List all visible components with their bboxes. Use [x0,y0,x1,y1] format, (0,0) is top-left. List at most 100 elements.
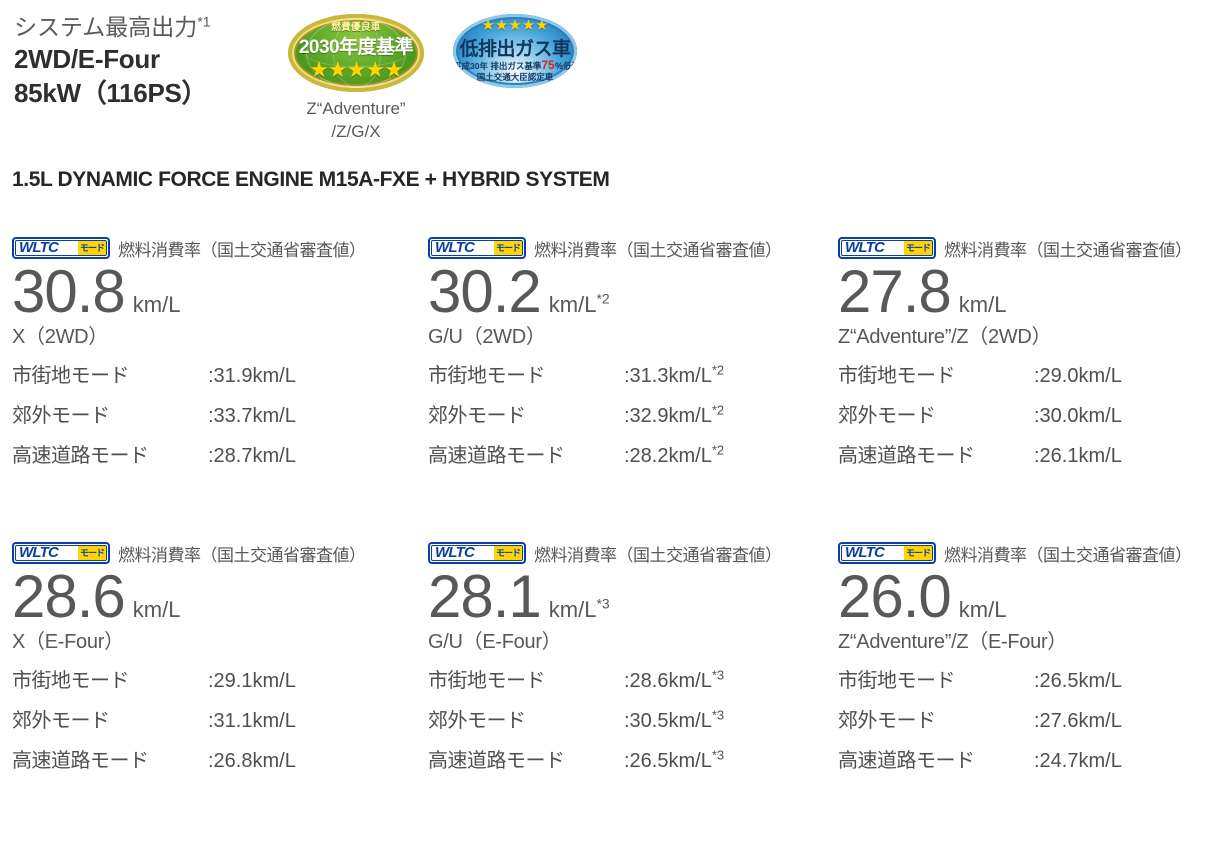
mode-row: 市街地モード :29.1km/L [12,661,412,701]
mode-value-text: :29.1km/L [208,670,296,692]
fuel-economy-value: 30.2 [428,258,542,325]
mode-value-suburban: :27.6km/L [1034,701,1122,741]
mode-row: 郊外モード :32.9km/L*2 [428,396,828,436]
mode-value-suburban: :31.1km/L [208,701,296,741]
card-header: WLTC モード 燃料消費率（国土交通省審査値） [838,236,1216,260]
wltc-mode-logo-icon: WLTC モード [12,542,110,564]
mode-row: 市街地モード :31.9km/L [12,356,412,396]
fuel-consumption-note: 燃料消費率（国土交通省審査値） [944,240,1192,260]
fuel-consumption-note: 燃料消費率（国土交通省審査値） [534,240,782,260]
wltc-mode-text: モード [903,546,932,560]
mode-value-text: :26.1km/L [1034,445,1122,467]
mode-value-text: :28.6km/L [624,670,712,692]
fuel-economy-unit: km/L [133,293,181,317]
mode-value-footnote-mark: *2 [711,402,725,418]
system-power-footnote-mark: *1 [197,13,211,30]
fuel-card: WLTC モード 燃料消費率（国土交通省審査値） 30.2 km/L*2 G/U… [428,236,828,476]
mode-row: 郊外モード :30.0km/L [838,396,1216,436]
wltc-mode-text: モード [903,241,932,255]
fuel-economy-unit: km/L [133,598,181,622]
wltc-brand-text: WLTC [435,240,475,256]
card-header: WLTC モード 燃料消費率（国土交通省審査値） [838,541,1216,565]
mode-label-suburban: 郊外モード [12,710,110,732]
mode-label-urban: 市街地モード [428,670,546,692]
mode-label-urban: 市街地モード [428,365,546,387]
wltc-mode-text: モード [493,241,522,255]
mode-row: 高速道路モード :26.8km/L [12,741,412,781]
low-emission-vehicle-badge: ★★★★★ 低排出ガス車 平成30年 排出ガス基準75％低減 国土交通大臣認定車 [453,14,577,88]
grade-label: Z“Adventure”/Z（E-Four） [838,631,1068,653]
fuel-consumption-note: 燃料消費率（国土交通省審査値） [118,240,366,260]
mode-label-highway: 高速道路モード [12,445,149,467]
mode-row: 郊外モード :30.5km/L*3 [428,701,828,741]
fuel-consumption-note: 燃料消費率（国土交通省審査値） [944,545,1192,565]
mode-list: 市街地モード :29.0km/L 郊外モード :30.0km/L 高速道路モード… [838,356,1216,476]
mode-row: 郊外モード :33.7km/L [12,396,412,436]
unit-footnote-mark: *3 [596,595,610,612]
mode-value-highway: :24.7km/L [1034,741,1122,781]
mode-label-suburban: 郊外モード [838,405,936,427]
mode-row: 郊外モード :27.6km/L [838,701,1216,741]
fuel-economy-value: 27.8 [838,258,952,325]
mode-label-suburban: 郊外モード [12,405,110,427]
mode-value-footnote-mark: *3 [711,667,725,683]
card-header: WLTC モード 燃料消費率（国土交通省審査値） [428,236,828,260]
mode-value-highway: :26.5km/L*3 [624,741,724,781]
eco-badge-caption: Z“Adventure” /Z/G/X [306,97,405,143]
mode-row: 市街地モード :31.3km/L*2 [428,356,828,396]
mode-list: 市街地モード :31.3km/L*2 郊外モード :32.9km/L*2 高速道… [428,356,828,476]
fuel-economy-unit: km/L [959,293,1007,317]
mode-value-suburban: :33.7km/L [208,396,296,436]
mode-value-text: :31.9km/L [208,365,296,387]
mode-value-text: :27.6km/L [1034,710,1122,732]
fuel-card: WLTC モード 燃料消費率（国土交通省審査値） 27.8 km/L Z“Adv… [838,236,1216,476]
unit-footnote-mark: *2 [596,290,610,307]
fuel-economy-value: 28.6 [12,563,126,630]
card-header: WLTC モード 燃料消費率（国土交通省審査値） [12,541,412,565]
drivetrain-line: 2WD/E-Four [14,44,160,74]
unit-text: km/L [132,292,181,317]
fuel-economy-value: 30.8 [12,258,126,325]
fuel-economy-unit: km/L [959,598,1007,622]
mode-label-highway: 高速道路モード [428,750,565,772]
mode-label-highway: 高速道路モード [838,445,975,467]
mode-label-urban: 市街地モード [12,670,130,692]
wltc-mode-text: モード [493,546,522,560]
fuel-efficiency-2030-badge: 燃費優良車 2030年度基準 ★★★★★ [288,14,424,92]
wltc-brand-text: WLTC [19,545,59,561]
mode-label-suburban: 郊外モード [838,710,936,732]
mode-value-urban: :28.6km/L*3 [624,661,724,701]
mode-label-suburban: 郊外モード [428,405,526,427]
wltc-mode-logo-icon: WLTC モード [428,542,526,564]
eco-badge-caption-line1: Z“Adventure” [306,99,406,118]
mode-row: 市街地モード :29.0km/L [838,356,1216,396]
fuel-economy-value: 28.1 [428,563,542,630]
mode-value-text: :31.1km/L [208,710,296,732]
mode-row: 高速道路モード :28.7km/L [12,436,412,476]
grade-label: G/U（2WD） [428,326,546,348]
wltc-brand-text: WLTC [435,545,475,561]
mode-value-urban: :31.9km/L [208,356,296,396]
mode-value-urban: :31.3km/L*2 [624,356,724,396]
fuel-card: WLTC モード 燃料消費率（国土交通省審査値） 30.8 km/L X（2WD… [12,236,412,476]
fuel-economy-unit: km/L*2 [549,290,610,317]
wltc-brand-text: WLTC [845,545,885,561]
mode-value-text: :31.3km/L [624,365,712,387]
wltc-mode-logo-icon: WLTC モード [838,237,936,259]
card-header: WLTC モード 燃料消費率（国土交通省審査値） [12,236,412,260]
emission-sub-percent: 75 [541,58,555,72]
wltc-brand-text: WLTC [19,240,59,256]
mode-value-urban: :29.0km/L [1034,356,1122,396]
mode-value-urban: :29.1km/L [208,661,296,701]
mode-list: 市街地モード :26.5km/L 郊外モード :27.6km/L 高速道路モード… [838,661,1216,781]
emission-badge-sub-line1: 平成30年 排出ガス基準75％低減 [453,58,577,72]
eco-badge-group: 燃費優良車 2030年度基準 ★★★★★ Z“Adventure” /Z/G/X [276,14,436,143]
fuel-economy-unit: km/L*3 [549,595,610,622]
system-power-label-text: システム最高出力 [14,14,198,40]
mode-value-footnote-mark: *2 [711,442,725,458]
header-section: システム最高出力*1 2WD/E-Four 85kW（116PS） 燃費優良車 … [0,0,1216,160]
mode-list: 市街地モード :31.9km/L 郊外モード :33.7km/L 高速道路モード… [12,356,412,476]
card-value-row: 28.1 km/L*3 [428,567,828,627]
unit-text: km/L [958,292,1007,317]
wltc-mode-text: モード [77,546,106,560]
